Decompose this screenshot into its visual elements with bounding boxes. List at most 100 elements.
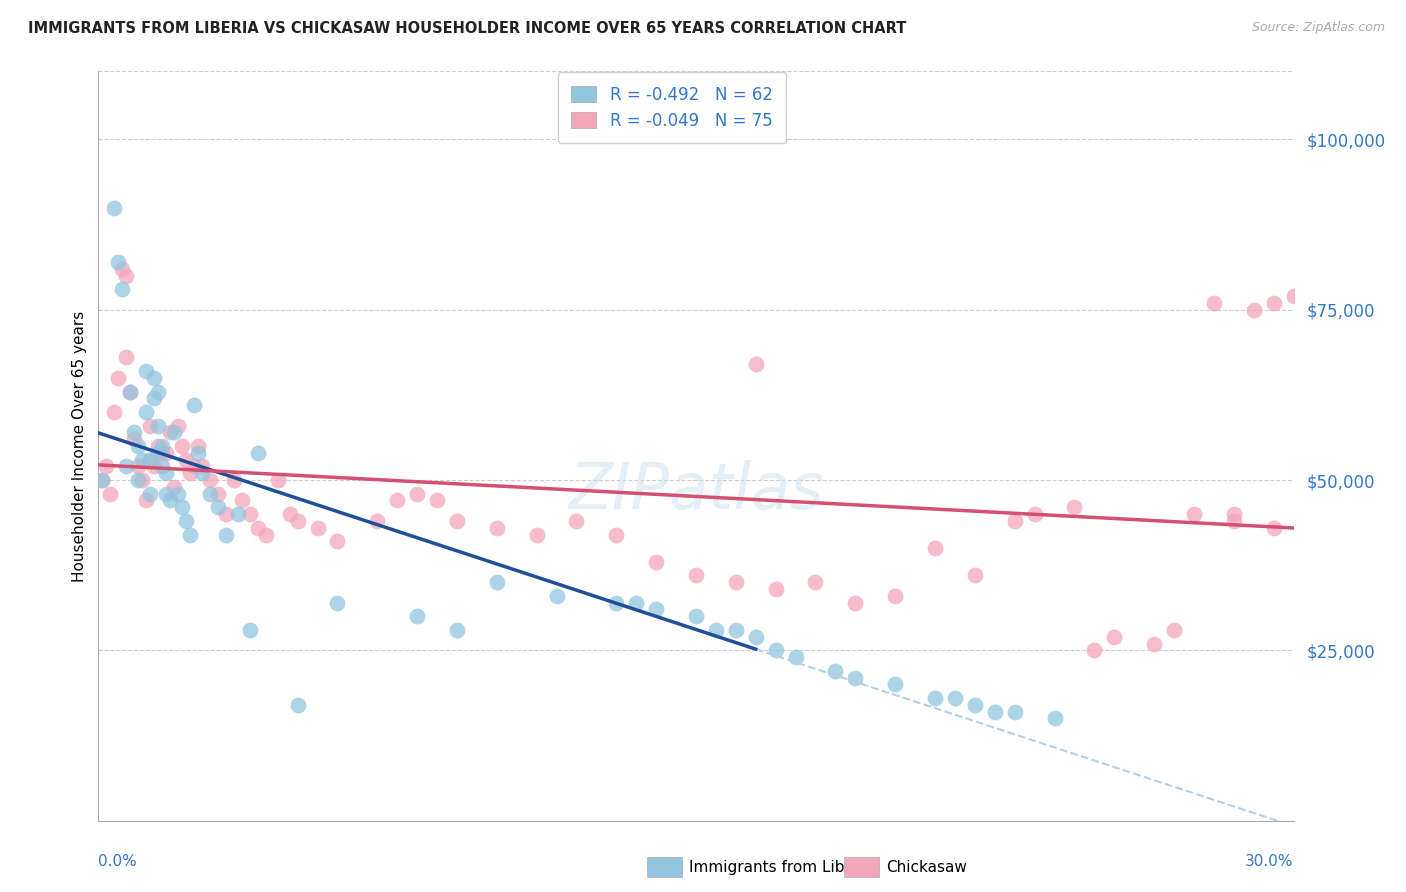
Point [207,500,229,515]
Point [605,596,627,610]
Text: 0.0%: 0.0% [98,855,138,870]
Point [167,418,190,433]
Point [963,698,986,712]
Point [605,527,627,541]
Point [785,650,807,665]
Point [124,425,146,440]
Point [124,432,146,446]
Point [406,486,429,500]
Point [198,473,221,487]
Text: IMMIGRANTS FROM LIBERIA VS CHICKASAW HOUSEHOLDER INCOME OVER 65 YEARS CORRELATIO: IMMIGRANTS FROM LIBERIA VS CHICKASAW HOU… [28,21,907,36]
Point [406,609,429,624]
Point [107,371,129,385]
Text: Source: ZipAtlas.com: Source: ZipAtlas.com [1251,21,1385,34]
Point [1163,623,1185,637]
Point [183,398,205,412]
Point [765,582,787,596]
Point [103,201,125,215]
Point [485,575,508,590]
Point [1223,514,1246,528]
Point [307,521,329,535]
Point [1043,711,1066,725]
Point [924,541,946,556]
Point [446,514,468,528]
Point [159,493,181,508]
Point [724,623,747,637]
Point [191,459,214,474]
Point [115,351,138,365]
Point [1083,643,1105,657]
Point [131,473,153,487]
Point [884,677,907,691]
Point [131,452,153,467]
Point [103,405,125,419]
Point [1282,289,1305,303]
Point [645,602,668,616]
Point [287,514,309,528]
Point [231,493,253,508]
Point [366,514,388,528]
Point [546,589,568,603]
Legend: R = -0.492   N = 62, R = -0.049   N = 75: R = -0.492 N = 62, R = -0.049 N = 75 [558,72,786,144]
Point [1243,302,1265,317]
Point [1202,296,1225,310]
Point [148,384,170,399]
Point [1263,296,1285,310]
Point [115,459,138,474]
Point [685,609,707,624]
Point [824,664,846,678]
Point [222,473,245,487]
Point [963,568,986,582]
Point [446,623,468,637]
Point [1104,630,1126,644]
Point [167,486,190,500]
Point [135,493,157,508]
Point [183,459,205,474]
Point [278,507,301,521]
Point [1004,705,1026,719]
Point [172,439,194,453]
Point [159,425,181,440]
Point [191,467,214,481]
Point [143,459,166,474]
Point [267,473,290,487]
Point [91,473,114,487]
Point [745,357,768,371]
Point [120,384,142,399]
Point [174,514,197,528]
Point [626,596,648,610]
Point [127,473,149,487]
Point [148,446,170,460]
Point [179,527,201,541]
Point [326,596,349,610]
Point [150,439,173,453]
Point [163,480,186,494]
Point [884,589,907,603]
Text: 30.0%: 30.0% [1246,855,1294,870]
Point [174,452,197,467]
Point [127,459,149,474]
Point [215,507,238,521]
Point [187,439,209,453]
Point [804,575,827,590]
Point [645,555,668,569]
Point [724,575,747,590]
Point [150,446,173,460]
Text: Chickasaw: Chickasaw [886,860,967,874]
Point [155,467,177,481]
Point [239,623,262,637]
Point [844,671,866,685]
Point [1063,500,1085,515]
Point [943,691,966,706]
Point [91,473,114,487]
Point [1263,521,1285,535]
Point [172,500,194,515]
Point [745,630,768,644]
Text: Immigrants from Liberia: Immigrants from Liberia [689,860,875,874]
Point [96,459,118,474]
Point [215,527,238,541]
Point [107,255,129,269]
Point [1004,514,1026,528]
Y-axis label: Householder Income Over 65 years: Householder Income Over 65 years [72,310,87,582]
Point [485,521,508,535]
